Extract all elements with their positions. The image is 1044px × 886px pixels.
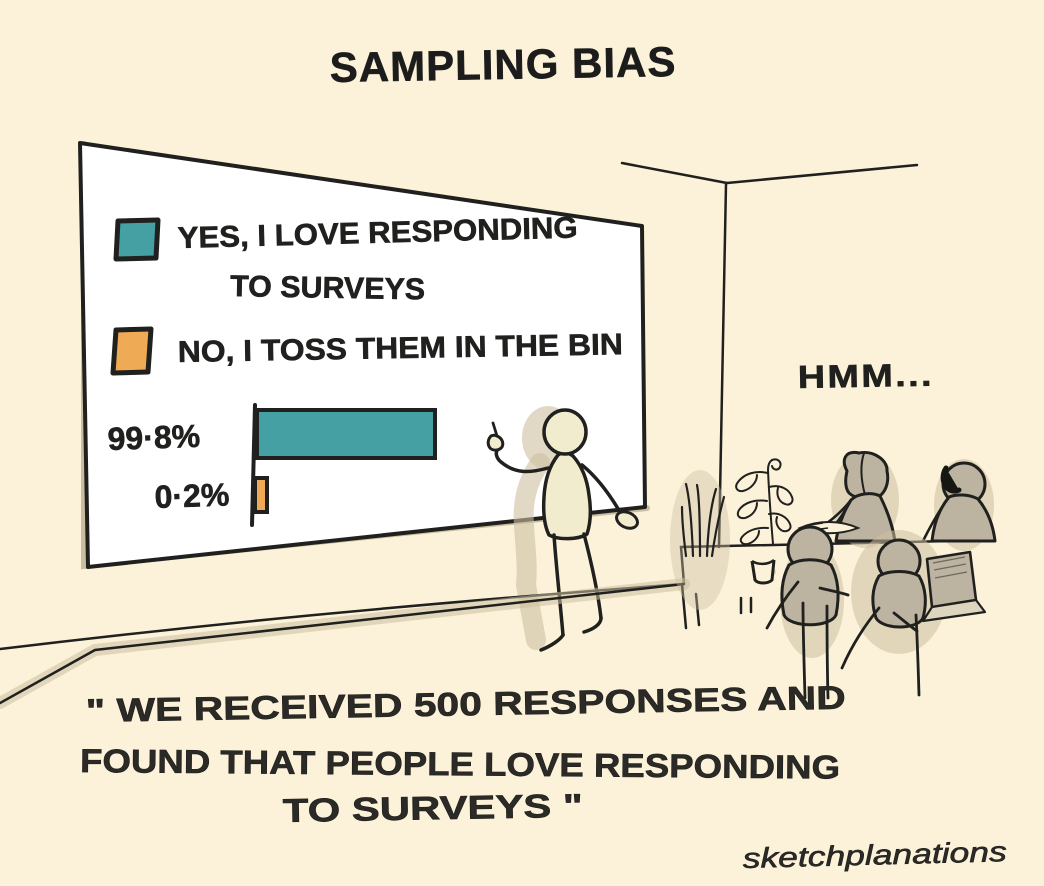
svg-text:TO SURVEYS ": TO SURVEYS " xyxy=(282,787,583,829)
svg-text:0·2%: 0·2% xyxy=(154,476,230,515)
svg-text:FOUND THAT PEOPLE LOVE RESPOND: FOUND THAT PEOPLE LOVE RESPONDING xyxy=(80,742,840,786)
svg-text:99·8%: 99·8% xyxy=(107,418,201,457)
svg-text:SAMPLING BIAS: SAMPLING BIAS xyxy=(329,38,676,91)
svg-text:TO SURVEYS: TO SURVEYS xyxy=(230,270,426,306)
svg-text:HMM...: HMM... xyxy=(797,357,934,395)
